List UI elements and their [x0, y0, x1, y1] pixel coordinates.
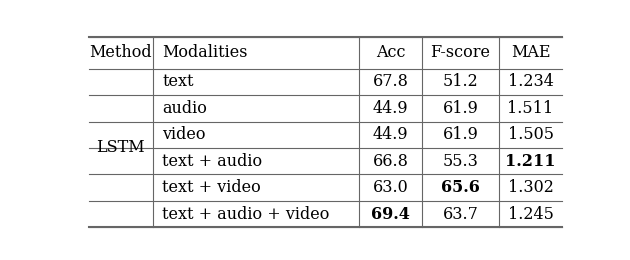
Text: text: text	[162, 73, 193, 90]
Text: 1.302: 1.302	[508, 179, 554, 196]
Text: LSTM: LSTM	[96, 140, 145, 157]
Text: 63.7: 63.7	[443, 206, 479, 223]
Text: 44.9: 44.9	[373, 100, 408, 117]
Text: 1.234: 1.234	[508, 73, 554, 90]
Text: 69.4: 69.4	[371, 206, 410, 223]
Text: MAE: MAE	[511, 44, 551, 61]
Text: 55.3: 55.3	[443, 153, 479, 170]
Text: Acc: Acc	[376, 44, 405, 61]
Text: Modalities: Modalities	[162, 44, 248, 61]
Text: 63.0: 63.0	[373, 179, 408, 196]
Text: text + video: text + video	[162, 179, 261, 196]
Text: text + audio: text + audio	[162, 153, 262, 170]
Text: video: video	[162, 126, 205, 143]
Text: 51.2: 51.2	[443, 73, 478, 90]
Text: Method: Method	[89, 44, 152, 61]
Text: audio: audio	[162, 100, 207, 117]
Text: 1.511: 1.511	[508, 100, 554, 117]
Text: 44.9: 44.9	[373, 126, 408, 143]
Text: 61.9: 61.9	[443, 100, 479, 117]
Text: text + audio + video: text + audio + video	[162, 206, 329, 223]
Text: F-score: F-score	[430, 44, 491, 61]
Text: 65.6: 65.6	[441, 179, 480, 196]
Text: 67.8: 67.8	[373, 73, 409, 90]
Text: 1.245: 1.245	[508, 206, 554, 223]
Text: 1.505: 1.505	[508, 126, 554, 143]
Text: 61.9: 61.9	[443, 126, 479, 143]
Text: 1.211: 1.211	[505, 153, 556, 170]
Text: 66.8: 66.8	[373, 153, 409, 170]
